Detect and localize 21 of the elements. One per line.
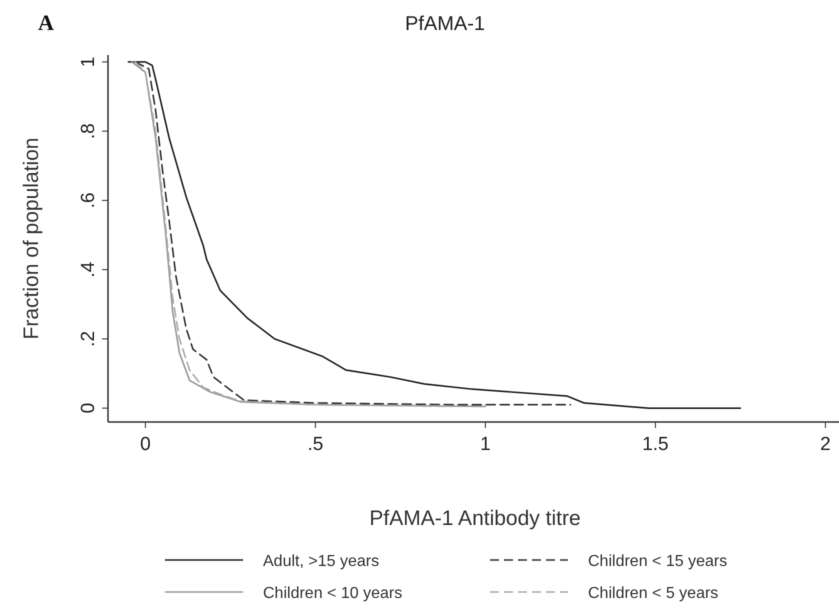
x-tick-label: 1.5 — [642, 434, 669, 455]
y-tick-label: .4 — [78, 261, 99, 278]
y-axis-title: Fraction of population — [20, 138, 43, 340]
chart-title: PfAMA-1 — [404, 13, 486, 35]
legend-label: Children < 5 years — [588, 585, 718, 602]
x-axis-title: PfAMA-1 Antibody titre — [369, 507, 581, 530]
text: A — [38, 10, 54, 35]
x-tick-label: 0 — [140, 434, 151, 455]
x-tick-label: .5 — [307, 434, 324, 455]
x-tick-label: 2 — [820, 434, 831, 455]
legend-label: Adult, >15 years — [263, 553, 380, 570]
y-tick-label: .2 — [78, 330, 99, 347]
x-tick-label: 1 — [480, 434, 491, 455]
y-tick-label: 0 — [78, 402, 99, 414]
y-tick-label: .8 — [78, 123, 99, 140]
legend-label: Children < 15 years — [588, 553, 728, 570]
line-series — [128, 61, 742, 409]
legend-label: Children < 10 years — [263, 585, 402, 602]
y-tick-label: 1 — [78, 56, 99, 68]
line-series — [134, 61, 572, 406]
y-tick-label: .6 — [78, 192, 99, 208]
